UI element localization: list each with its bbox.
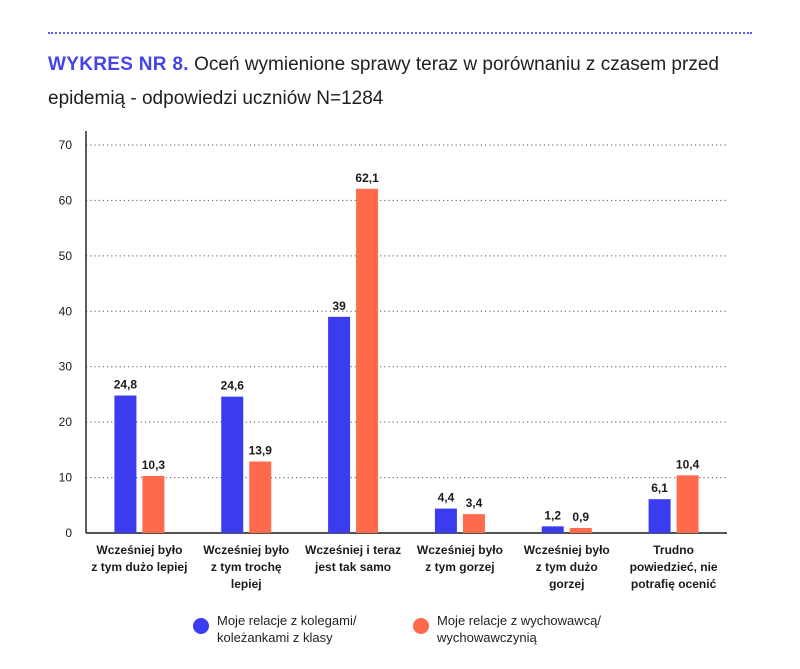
x-category-label: powiedzieć, nie xyxy=(630,560,718,574)
x-category-label: z tym dużo lepiej xyxy=(91,560,187,574)
x-category-label: z tym gorzej xyxy=(425,560,494,574)
y-tick-label: 50 xyxy=(59,249,73,263)
legend-label-series2: Moje relacje z wychowawcą/ wychowawczyni… xyxy=(437,612,601,646)
bar xyxy=(676,475,699,533)
y-tick-label: 30 xyxy=(59,360,73,374)
top-dotted-divider xyxy=(48,32,752,34)
data-label: 13,9 xyxy=(249,443,273,457)
data-label: 39 xyxy=(332,299,346,313)
y-tick-label: 60 xyxy=(59,193,73,207)
data-label: 6,1 xyxy=(651,481,668,495)
bar xyxy=(648,499,671,533)
x-category-label: potrafię ocenić xyxy=(631,577,717,591)
legend-swatch-series1 xyxy=(193,618,209,634)
y-tick-label: 0 xyxy=(65,526,72,540)
bar xyxy=(328,316,351,533)
x-category-label: Wcześniej było xyxy=(96,543,182,557)
bar xyxy=(541,526,564,533)
chart-title-text: Oceń wymienione sprawy teraz w porównani… xyxy=(48,54,719,109)
x-category-label: Wcześniej i teraz xyxy=(305,543,401,557)
legend-label-series1-line1: Moje relacje z kolegami/ xyxy=(217,613,357,628)
y-tick-label: 10 xyxy=(59,471,73,485)
bar xyxy=(221,396,244,533)
data-label: 1,2 xyxy=(544,508,561,522)
legend-label-series2-line2: wychowawczynią xyxy=(437,630,537,645)
data-label: 24,8 xyxy=(114,378,138,392)
data-label: 62,1 xyxy=(355,171,379,185)
y-tick-label: 40 xyxy=(59,304,73,318)
x-category-label: jest tak samo xyxy=(314,560,391,574)
chart-title-lead: WYKRES NR 8. xyxy=(48,54,189,75)
x-category-label: z tym trochę xyxy=(211,560,282,574)
bar xyxy=(569,528,592,533)
legend-label-series1: Moje relacje z kolegami/ koleżankami z k… xyxy=(217,612,356,646)
legend-label-series2-line1: Moje relacje z wychowawcą/ xyxy=(437,613,602,628)
x-category-label: gorzej xyxy=(549,577,584,591)
bar xyxy=(114,395,137,533)
x-category-label: Wcześniej było xyxy=(524,543,610,557)
x-category-label: z tym dużo xyxy=(536,560,598,574)
y-tick-label: 20 xyxy=(59,415,73,429)
y-tick-label: 70 xyxy=(59,138,73,152)
data-label: 10,3 xyxy=(142,458,166,472)
data-label: 3,4 xyxy=(466,496,483,510)
legend-label-series1-line2: koleżankami z klasy xyxy=(217,630,333,645)
data-label: 0,9 xyxy=(572,510,589,524)
x-category-label: Trudno xyxy=(653,543,694,557)
bar xyxy=(462,514,485,533)
bar xyxy=(142,475,165,533)
data-label: 4,4 xyxy=(438,491,455,505)
data-label: 10,4 xyxy=(676,457,700,471)
legend-swatch-series2 xyxy=(413,618,429,634)
x-category-label: Wcześniej było xyxy=(417,543,503,557)
data-label: 24,6 xyxy=(221,379,245,393)
bar xyxy=(356,188,379,533)
bar xyxy=(249,461,272,533)
x-category-label: lepiej xyxy=(231,577,262,591)
chart-title: WYKRES NR 8. Oceń wymienione sprawy tera… xyxy=(48,48,768,116)
x-category-label: Wcześniej było xyxy=(203,543,289,557)
bar xyxy=(434,508,457,533)
